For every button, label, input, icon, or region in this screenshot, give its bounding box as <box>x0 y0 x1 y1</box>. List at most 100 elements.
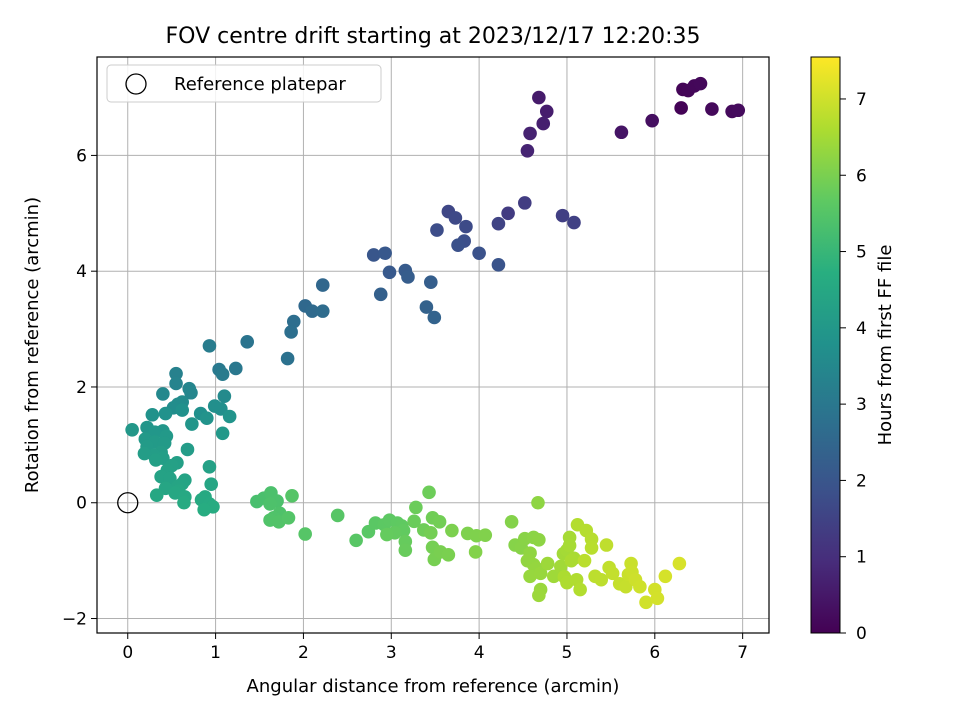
scatter-point <box>672 556 687 571</box>
scatter-point <box>599 538 614 552</box>
legend-label: Reference platepar <box>174 74 346 95</box>
colorbar-label: Hours from first FF file <box>875 245 896 446</box>
scatter-point <box>137 446 152 461</box>
scatter-point <box>401 270 415 284</box>
chart-title: FOV centre drift starting at 2023/12/17 … <box>166 24 701 49</box>
scatter-point <box>380 527 394 542</box>
scatter-point <box>441 548 456 562</box>
scatter-point <box>409 500 423 515</box>
x-tick-label: 3 <box>386 643 397 663</box>
y-tick-label: 6 <box>76 146 87 166</box>
scatter-point <box>149 488 164 503</box>
scatter-point <box>614 125 629 140</box>
scatter-point <box>546 569 561 584</box>
plot-frame <box>96 56 770 634</box>
scatter-point <box>619 579 633 594</box>
scatter-point <box>532 588 546 603</box>
colorbar-tick-label: 4 <box>856 319 867 339</box>
scatter-point <box>478 528 493 542</box>
scatter-point <box>424 526 438 540</box>
scatter-point <box>605 566 620 581</box>
scatter-point <box>693 76 708 91</box>
scatter-point <box>645 113 659 128</box>
scatter-point <box>349 533 363 548</box>
scatter-point <box>555 208 570 223</box>
scatter-point <box>330 508 345 523</box>
scatter-point <box>573 582 587 597</box>
x-tick-label: 1 <box>210 643 221 663</box>
scatter-point <box>407 514 421 529</box>
scatter-point <box>445 523 459 538</box>
legend-box <box>106 64 382 103</box>
scatter-point <box>149 453 163 467</box>
scatter-point <box>177 495 191 510</box>
grid <box>97 57 769 633</box>
scatter-point <box>432 515 447 529</box>
x-tick-label: 4 <box>474 643 485 663</box>
scatter-point <box>424 275 438 289</box>
data-points <box>125 76 746 610</box>
scatter-point <box>156 387 170 401</box>
scatter-point <box>517 196 532 210</box>
scatter-point <box>215 426 230 441</box>
scatter-point <box>650 591 665 606</box>
scatter-point <box>286 314 301 329</box>
scatter-point <box>523 126 537 141</box>
scatter-point <box>674 101 688 115</box>
scatter-point <box>169 376 183 391</box>
colorbar-tick-label: 5 <box>856 243 867 263</box>
colorbar-tick-label: 3 <box>856 395 867 415</box>
scatter-point <box>158 406 173 421</box>
scatter-point <box>263 497 277 511</box>
scatter-point <box>705 102 719 116</box>
colorbar-tick-label: 7 <box>856 90 867 110</box>
scatter-point <box>633 579 647 594</box>
colorbar-tick-label: 2 <box>856 471 867 491</box>
scatter-point <box>584 541 599 555</box>
scatter-point <box>540 556 555 571</box>
scatter-point <box>125 423 139 437</box>
y-axis-ticks: −2 0 2 4 6 <box>62 146 97 630</box>
scatter-point <box>504 515 519 529</box>
scatter-point <box>184 385 198 400</box>
scatter-point <box>281 511 296 525</box>
scatter-point <box>204 477 218 492</box>
y-tick-label: −2 <box>62 610 87 630</box>
scatter-point <box>315 278 330 292</box>
scatter-point <box>731 103 746 118</box>
scatter-point <box>315 304 330 318</box>
scatter-point <box>185 417 199 431</box>
reference-platepar-marker <box>117 492 139 514</box>
scatter-point <box>217 389 232 404</box>
colorbar-tick-label: 6 <box>856 166 867 186</box>
scatter-point <box>523 569 537 584</box>
scatter-point <box>536 116 551 131</box>
legend: Reference platepar <box>106 64 382 103</box>
scatter-point <box>228 361 243 376</box>
colorbar-gradient <box>810 56 841 634</box>
x-tick-label: 0 <box>122 643 133 663</box>
scatter-point <box>532 90 546 105</box>
scatter-point <box>451 238 465 252</box>
scatter-point <box>145 407 160 422</box>
scatter-point <box>658 569 673 584</box>
colorbar-ticks: 0 1 2 3 4 5 6 7 <box>840 90 867 644</box>
scatter-point <box>419 300 434 314</box>
scatter-point <box>491 258 506 272</box>
scatter-point <box>200 411 214 426</box>
scatter-point <box>491 216 506 231</box>
scatter-point <box>501 206 515 221</box>
scatter-point <box>202 339 217 353</box>
scatter-point <box>373 287 388 302</box>
scatter-point <box>398 543 413 558</box>
x-tick-label: 7 <box>737 643 748 663</box>
scatter-point <box>366 248 381 262</box>
scatter-point <box>222 409 237 424</box>
colorbar-tick-label: 1 <box>856 548 867 568</box>
scatter-point <box>180 442 195 457</box>
scatter-point <box>472 246 486 261</box>
legend-marker-icon <box>125 73 147 95</box>
x-axis-ticks: 0 1 2 3 4 5 6 7 <box>122 633 748 663</box>
scatter-point <box>459 219 473 234</box>
scatter-point <box>382 265 397 280</box>
